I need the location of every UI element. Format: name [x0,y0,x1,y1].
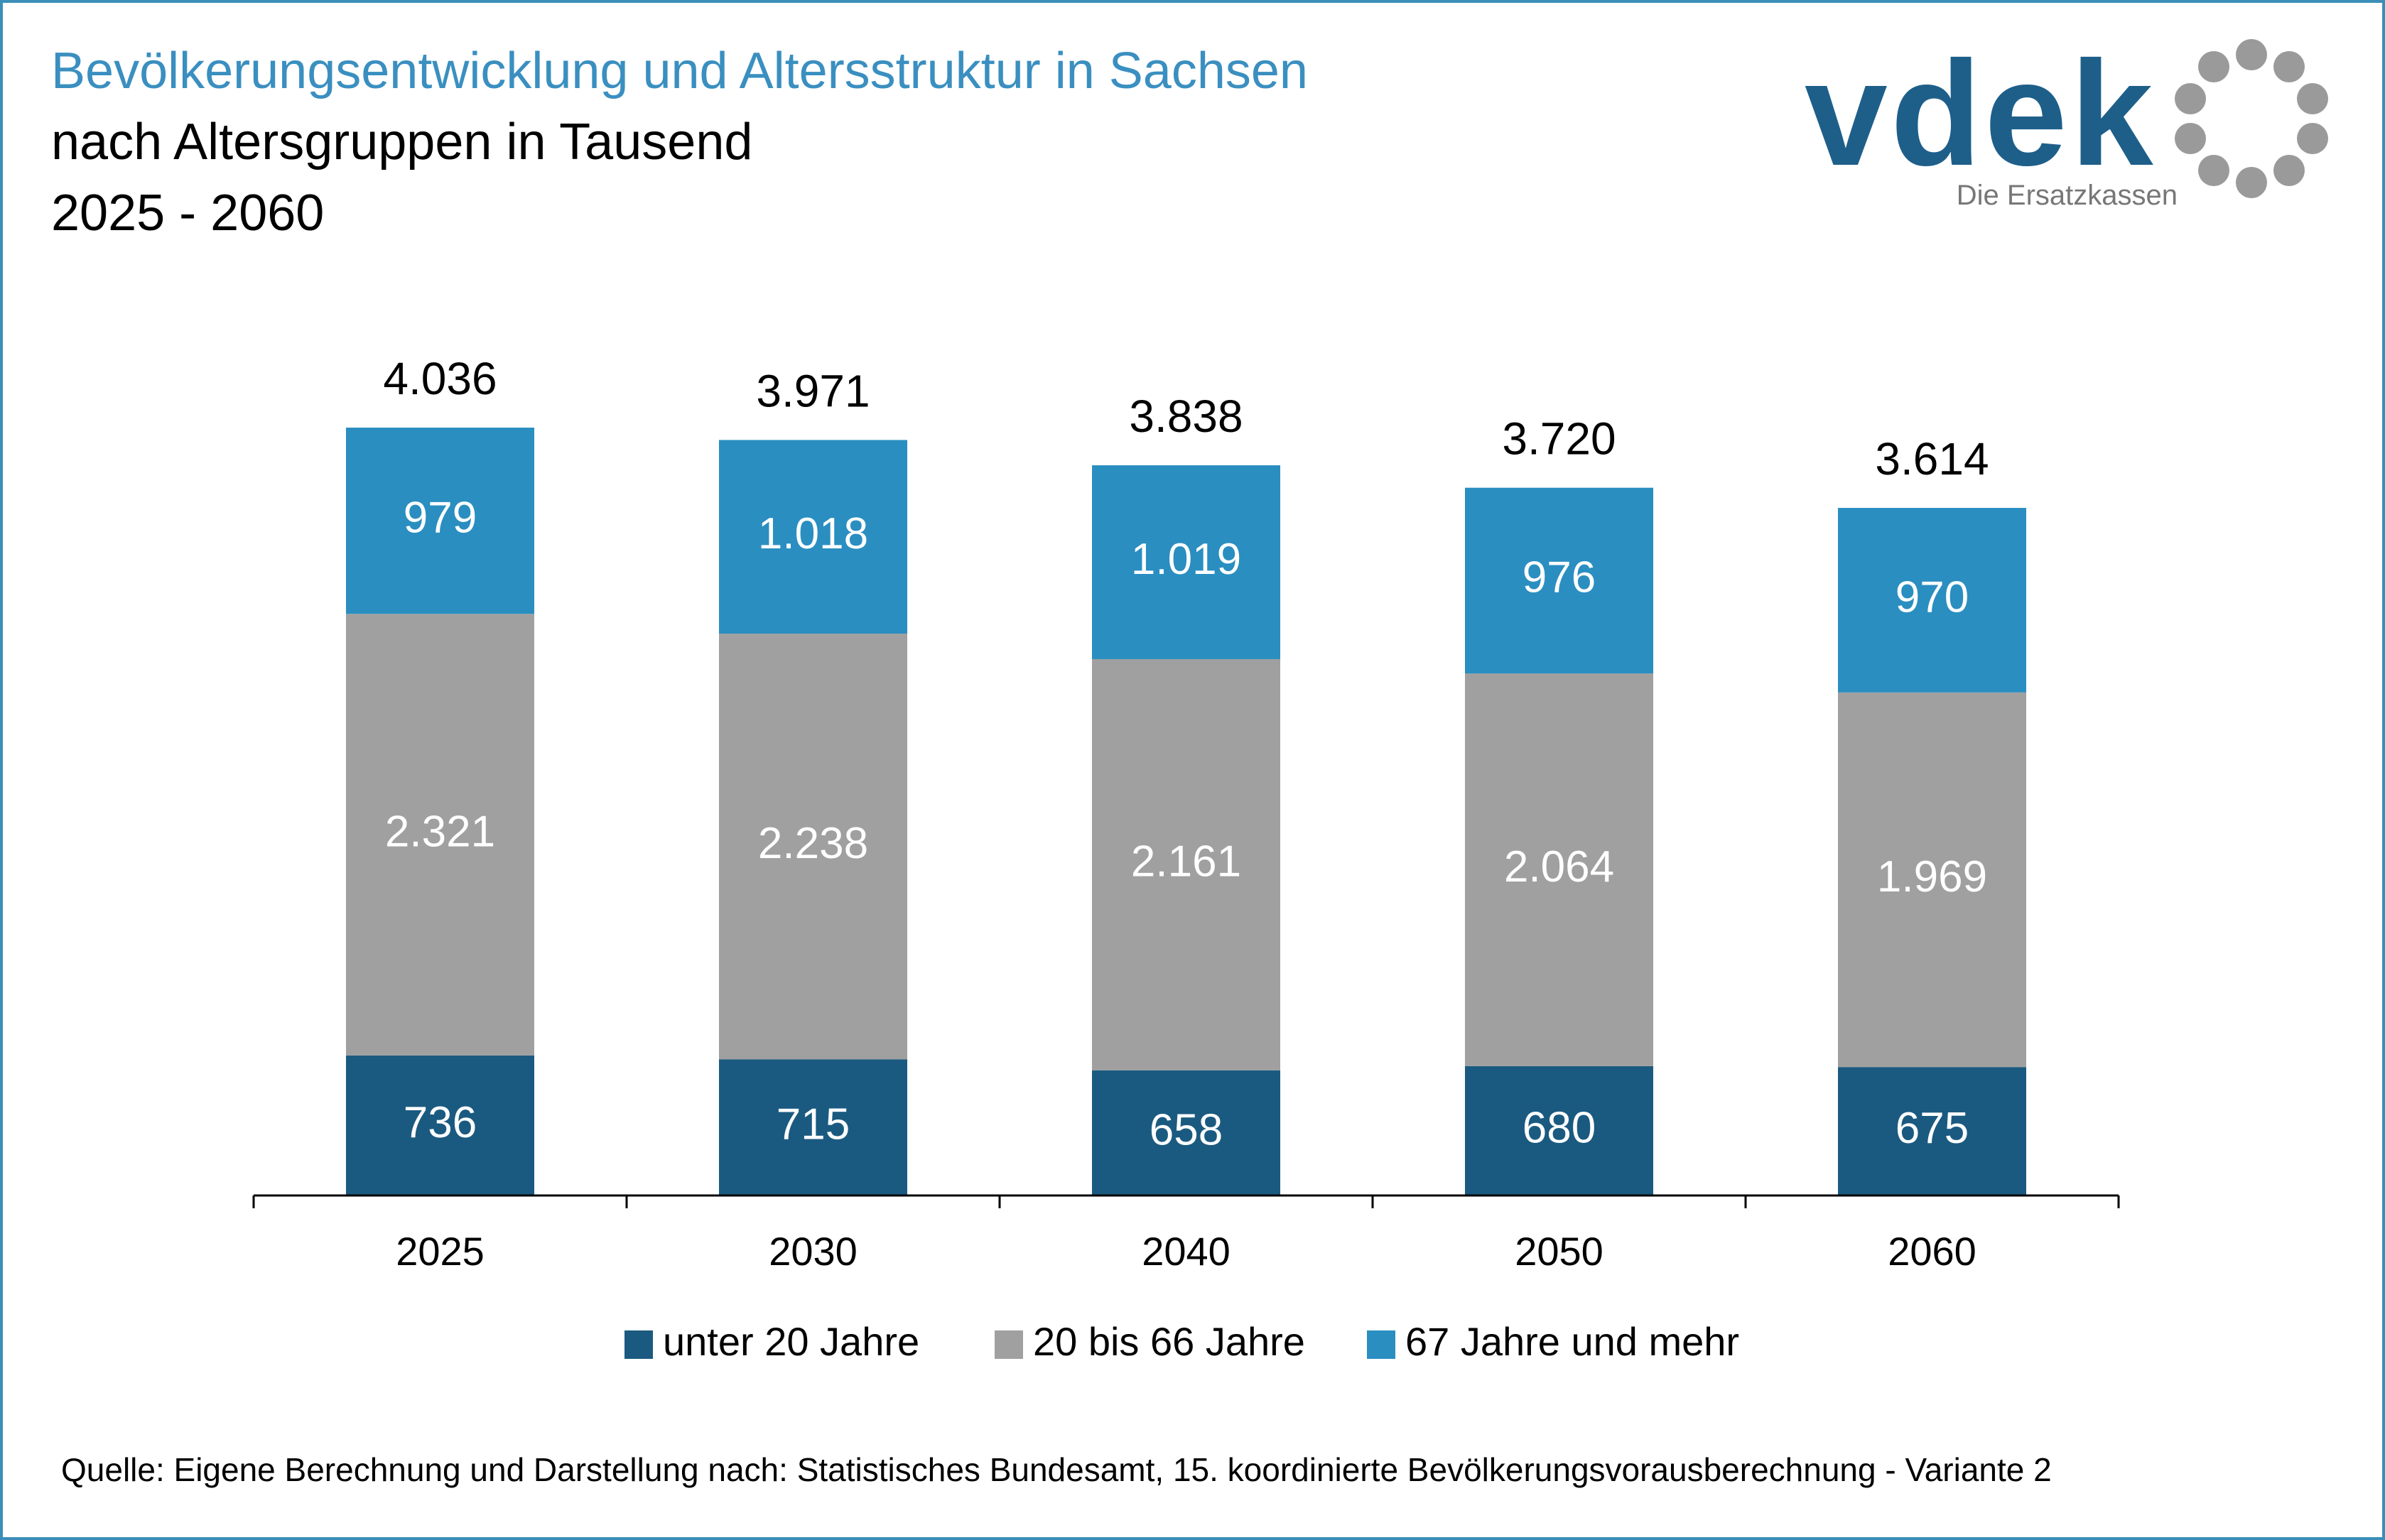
logo-wordmark: vdek [1805,30,2156,197]
data-label: 2.161 [1131,837,1241,886]
chart-title: Bevölkerungsentwicklung und Altersstrukt… [51,43,1308,99]
x-tick-label: 2060 [1888,1229,1976,1274]
x-tick-label: 2030 [769,1229,858,1274]
bar-segment [346,614,534,1056]
bar-segment [1838,692,2026,1068]
data-label: 658 [1150,1105,1223,1154]
data-label: 1.018 [758,509,868,558]
bar-segment [346,428,534,614]
data-label: 976 [1523,553,1596,602]
data-label: 970 [1895,573,1969,622]
total-label: 3.971 [756,365,870,416]
source-note: Quelle: Eigene Berechnung und Darstellun… [61,1451,2052,1488]
chart-subtitle: nach Altersgruppen in Tausend [51,114,752,170]
data-label: 2.238 [758,819,868,868]
bar-segment [1092,658,1280,1070]
data-label: 1.969 [1877,852,1987,901]
bar-segment [346,1055,534,1195]
total-label: 4.036 [383,353,497,404]
x-tick-label: 2050 [1515,1229,1603,1274]
bar-segment [1465,487,1653,674]
bar-segment [719,1059,907,1195]
bar-segment [1465,673,1653,1066]
data-label: 680 [1523,1103,1596,1152]
logo-ring [2175,39,2328,198]
bar-segment [1838,508,2026,693]
bar-segment [719,440,907,634]
data-label: 979 [404,493,477,542]
data-label: 675 [1895,1104,1969,1153]
x-tick-label: 2025 [396,1229,485,1274]
data-label: 2.064 [1504,842,1614,891]
data-label: 736 [404,1098,477,1147]
bar-segment [1092,1070,1280,1195]
legend-swatch [624,1330,653,1359]
total-label: 3.720 [1502,413,1616,465]
chart-period: 2025 - 2060 [51,185,324,242]
logo-tagline: Die Ersatzkassen [1957,180,2178,211]
legend-label: 20 bis 66 Jahre [1033,1319,1305,1364]
total-label: 3.838 [1129,391,1243,442]
legend-swatch [1367,1330,1395,1359]
bar-segment [1838,1067,2026,1195]
legend-label: 67 Jahre und mehr [1405,1319,1739,1364]
logo: vdek Die Ersatzkassen [1805,30,2328,211]
data-label: 715 [777,1100,850,1149]
legend-swatch [995,1330,1023,1359]
bar-segment [1092,465,1280,659]
data-label: 2.321 [385,807,495,856]
total-label: 3.614 [1875,433,1989,484]
bar-segment [1465,1065,1653,1195]
bar-segment [719,634,907,1060]
x-tick-label: 2040 [1142,1229,1231,1274]
legend-label: unter 20 Jahre [663,1319,919,1364]
data-label: 1.019 [1131,535,1241,584]
